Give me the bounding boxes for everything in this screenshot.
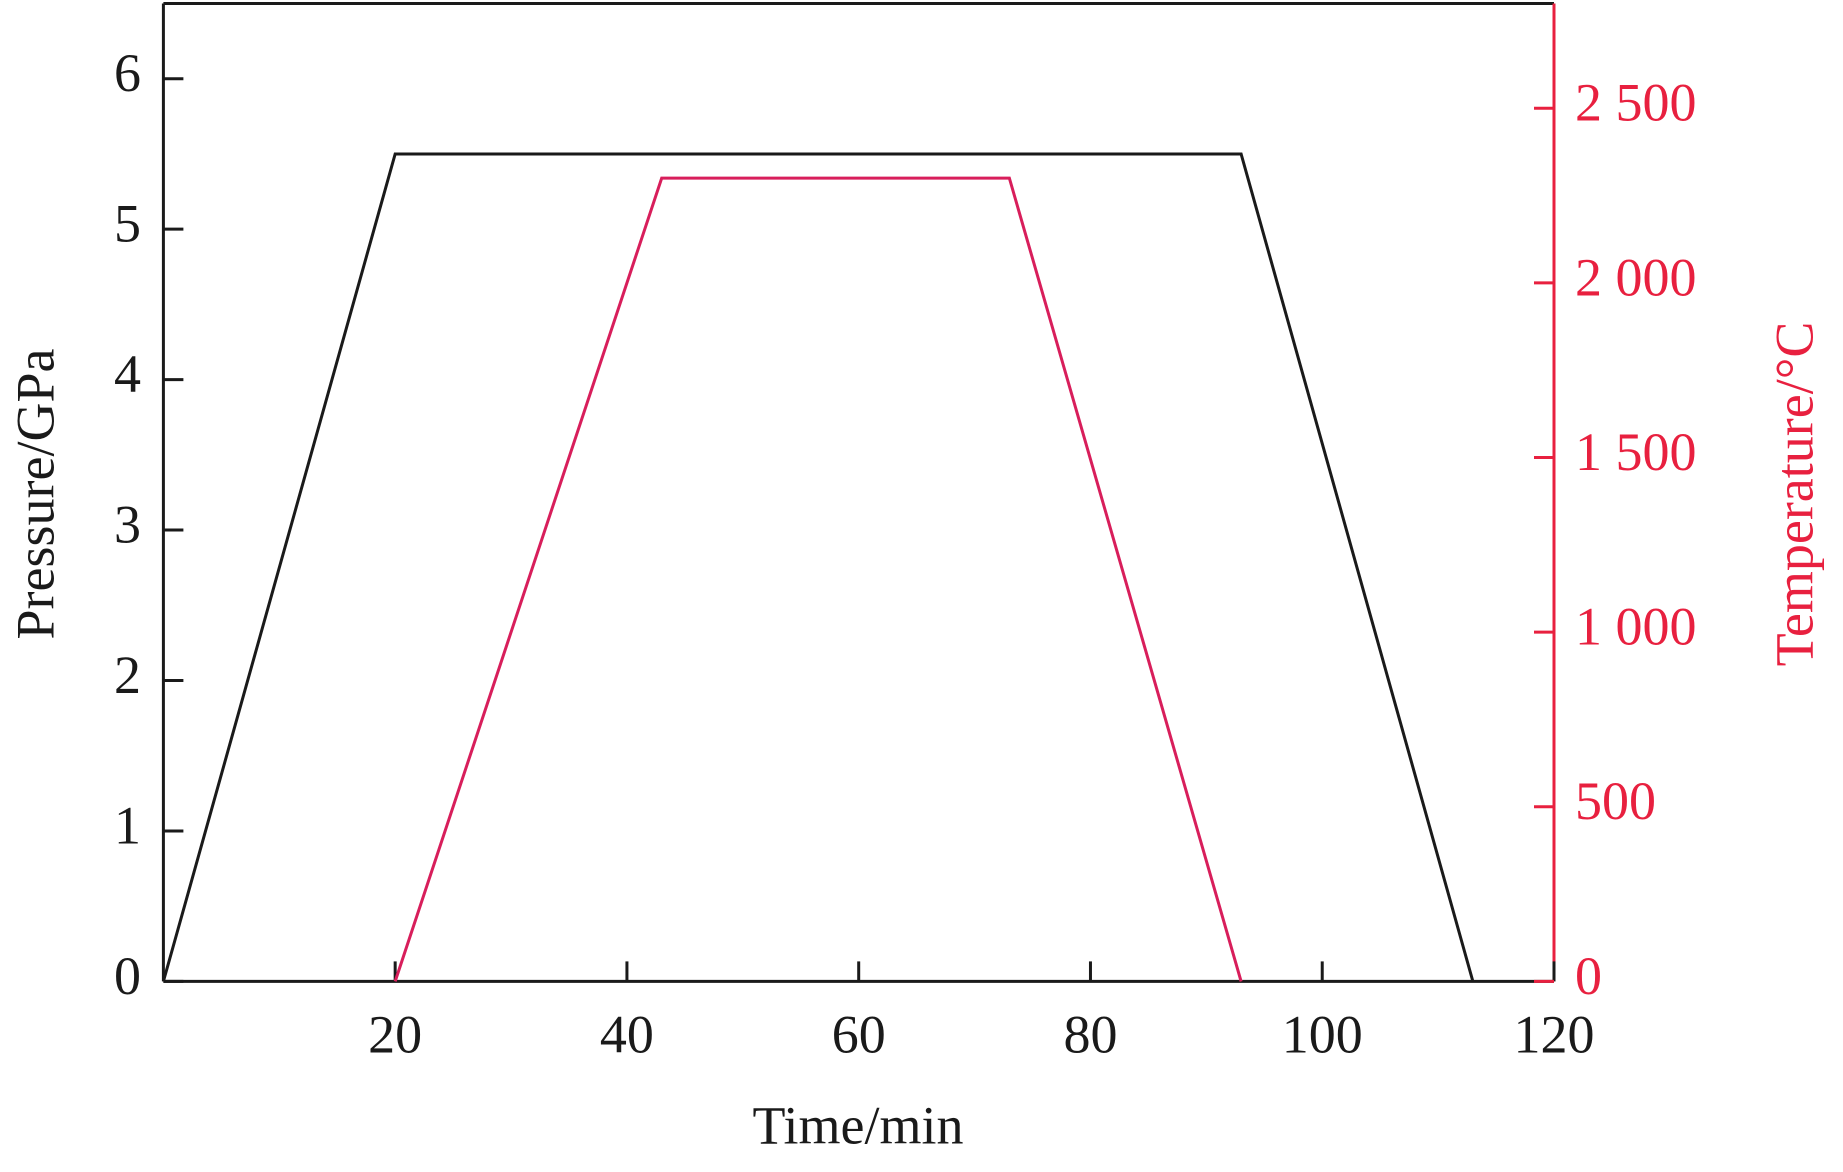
y-tick-label: 1	[114, 795, 141, 855]
x-tick-label: 60	[832, 1004, 886, 1064]
y2-tick-label: 1 500	[1575, 422, 1697, 482]
x-tick-label: 40	[600, 1004, 654, 1064]
x-axis-label: Time/min	[752, 1095, 963, 1155]
x-tick-label: 80	[1063, 1004, 1117, 1064]
y2-tick-label: 2 000	[1575, 247, 1697, 307]
y-axis-label: Pressure/GPa	[5, 348, 65, 639]
y-tick-label: 0	[114, 946, 141, 1006]
data-line	[161, 152, 1475, 982]
y-tick-label: 6	[114, 43, 141, 103]
y-tick-label: 4	[114, 344, 141, 404]
x-tick-label: 120	[1514, 1004, 1595, 1064]
y2-tick-label: 500	[1575, 771, 1656, 831]
data-line	[393, 176, 1243, 982]
y-tick-label: 5	[114, 194, 141, 254]
x-tick-label: 20	[368, 1004, 422, 1064]
y2-tick-label: 2 500	[1575, 73, 1697, 133]
y2-tick-label: 0	[1575, 946, 1602, 1006]
x-tick-label: 100	[1282, 1004, 1363, 1064]
y2-tick-label: 1 000	[1575, 597, 1697, 657]
y-tick-label: 2	[114, 645, 141, 705]
y2-axis-label: Temperature/°C	[1764, 322, 1824, 667]
y-tick-label: 3	[114, 494, 141, 554]
